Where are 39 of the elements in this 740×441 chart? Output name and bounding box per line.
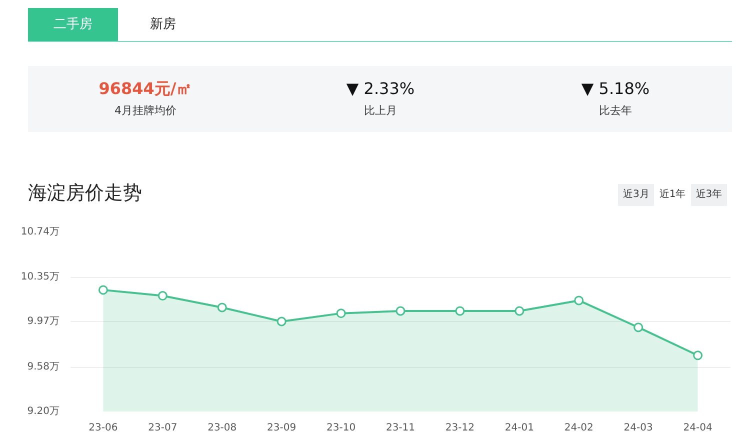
point: [276, 316, 286, 326]
x-tick-label: 24-01: [504, 422, 534, 434]
y-tick-label: 9.58万: [27, 362, 60, 373]
text: 近3月: [618, 184, 654, 206]
x-tick-label: 23-06: [88, 422, 118, 434]
y-tick-label: 10.35万: [20, 272, 60, 283]
y-tick-label: 10.74万: [20, 226, 60, 238]
x-tick-label: 23-09: [267, 422, 296, 434]
text: 近1年: [658, 188, 687, 202]
x-tick-label: 23-10: [326, 422, 356, 434]
text: 比去年: [598, 102, 633, 119]
x-tick-label: 23-07: [148, 422, 178, 434]
text: 4月挂牌均价: [114, 102, 178, 119]
chart-title: 海淀房价走势: [28, 181, 142, 206]
point: [336, 308, 346, 318]
text: ▼ 5.18%: [580, 78, 651, 100]
point: [158, 291, 168, 301]
point: [574, 296, 584, 306]
x-tick-label: 23-08: [208, 422, 237, 434]
x-tick-label: 24-02: [564, 422, 594, 434]
text: 96844元/㎡: [98, 78, 194, 100]
point: [634, 322, 644, 332]
text: 新房: [149, 16, 177, 34]
point: [98, 285, 108, 295]
y-tick-label: 9.97万: [27, 316, 60, 327]
text: 比上月: [363, 102, 398, 119]
x-tick-label: 24-03: [624, 422, 653, 434]
x-tick-label: 24-04: [683, 422, 712, 434]
text: 近3年: [690, 184, 728, 206]
text: ▼ 2.33%: [345, 78, 416, 100]
x-tick-label: 23-12: [445, 422, 474, 434]
point: [455, 306, 465, 316]
text: 二手房: [28, 8, 118, 41]
x-tick-label: 23-11: [386, 422, 416, 434]
point: [217, 302, 227, 312]
point: [396, 306, 406, 316]
point: [514, 306, 524, 316]
point: [693, 350, 703, 360]
y-tick-label: 9.20万: [27, 406, 60, 417]
